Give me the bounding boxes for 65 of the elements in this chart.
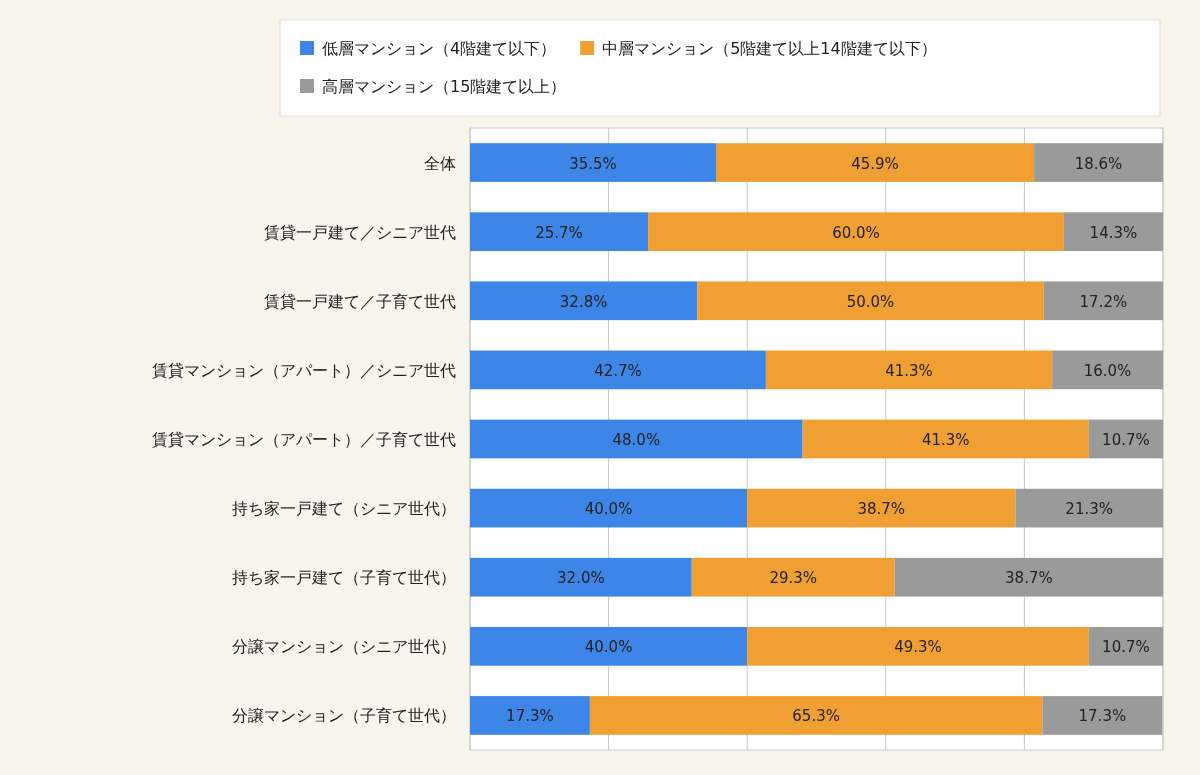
- legend-label: 高層マンション（15階建て以上）: [322, 77, 567, 96]
- data-label: 10.7%: [1102, 431, 1150, 449]
- bar: [802, 419, 1089, 459]
- data-label: 35.5%: [569, 154, 617, 173]
- bar: [1052, 350, 1163, 390]
- bar: [765, 350, 1053, 390]
- data-label: 42.7%: [594, 361, 642, 380]
- y-tick-label: 分譲マンション（子育て世代）: [232, 706, 456, 726]
- data-label: 40.0%: [584, 500, 633, 519]
- bar: [1015, 488, 1163, 528]
- legend-label: 低層マンション（4階建て以下）: [322, 39, 557, 58]
- bar: [470, 281, 698, 321]
- bar: [470, 557, 692, 597]
- bar: [470, 696, 590, 735]
- bar: [747, 626, 1089, 666]
- data-label: 16.0%: [1083, 361, 1132, 380]
- bar: [470, 419, 803, 459]
- data-label: 40.0%: [584, 638, 633, 657]
- y-tick-label: 賃貸マンション（アパート）／子育て世代: [152, 430, 456, 449]
- bar: [1034, 143, 1163, 182]
- data-label: 18.6%: [1074, 154, 1123, 173]
- data-label: 10.7%: [1102, 638, 1150, 657]
- bar: [691, 557, 895, 597]
- data-label: 38.7%: [1005, 569, 1053, 588]
- bar: [589, 696, 1043, 735]
- data-label: 25.7%: [535, 223, 583, 242]
- bar: [470, 143, 717, 182]
- data-label: 45.9%: [851, 154, 899, 173]
- data-label: 32.0%: [557, 569, 605, 588]
- bar: [716, 143, 1035, 182]
- bar: [470, 626, 748, 666]
- data-label: 49.3%: [894, 638, 942, 657]
- y-tick-label: 賃貸一戸建て／シニア世代: [264, 222, 456, 242]
- bar: [697, 281, 1044, 321]
- data-label: 17.2%: [1079, 292, 1128, 311]
- data-label: 50.0%: [846, 292, 895, 311]
- data-label: 60.0%: [832, 223, 880, 242]
- data-label: 21.3%: [1065, 500, 1114, 519]
- y-tick-label: 持ち家一戸建て（子育て世代）: [232, 568, 456, 588]
- bar: [648, 212, 1064, 252]
- data-label: 14.3%: [1089, 223, 1138, 242]
- data-label: 65.3%: [792, 707, 840, 726]
- data-label: 41.3%: [885, 361, 933, 380]
- y-tick-label: 全体: [424, 153, 456, 173]
- bar: [1063, 212, 1163, 252]
- y-tick-label: 賃貸一戸建て／子育て世代: [264, 291, 456, 311]
- bar: [470, 488, 748, 528]
- data-label: 17.3%: [1078, 707, 1127, 726]
- bar: [1088, 626, 1163, 666]
- data-label: 38.7%: [857, 500, 906, 519]
- data-label: 32.8%: [559, 292, 608, 311]
- bar: [894, 557, 1163, 597]
- data-label: 41.3%: [921, 431, 970, 449]
- data-label: 48.0%: [612, 431, 661, 449]
- bar: [1042, 696, 1163, 735]
- bar: [470, 350, 766, 390]
- y-tick-label: 持ち家一戸建て（シニア世代）: [232, 499, 456, 519]
- legend-label: 中層マンション（5階建て以上14階建て以下）: [602, 39, 937, 58]
- bar: [470, 212, 649, 252]
- data-label: 29.3%: [769, 569, 818, 588]
- data-label: 17.3%: [506, 707, 554, 726]
- y-tick-label: 分譲マンション（シニア世代）: [232, 637, 456, 657]
- y-tick-label: 賃貸マンション（アパート）／シニア世代: [152, 360, 456, 380]
- bar: [747, 488, 1016, 528]
- bar: [1043, 281, 1163, 321]
